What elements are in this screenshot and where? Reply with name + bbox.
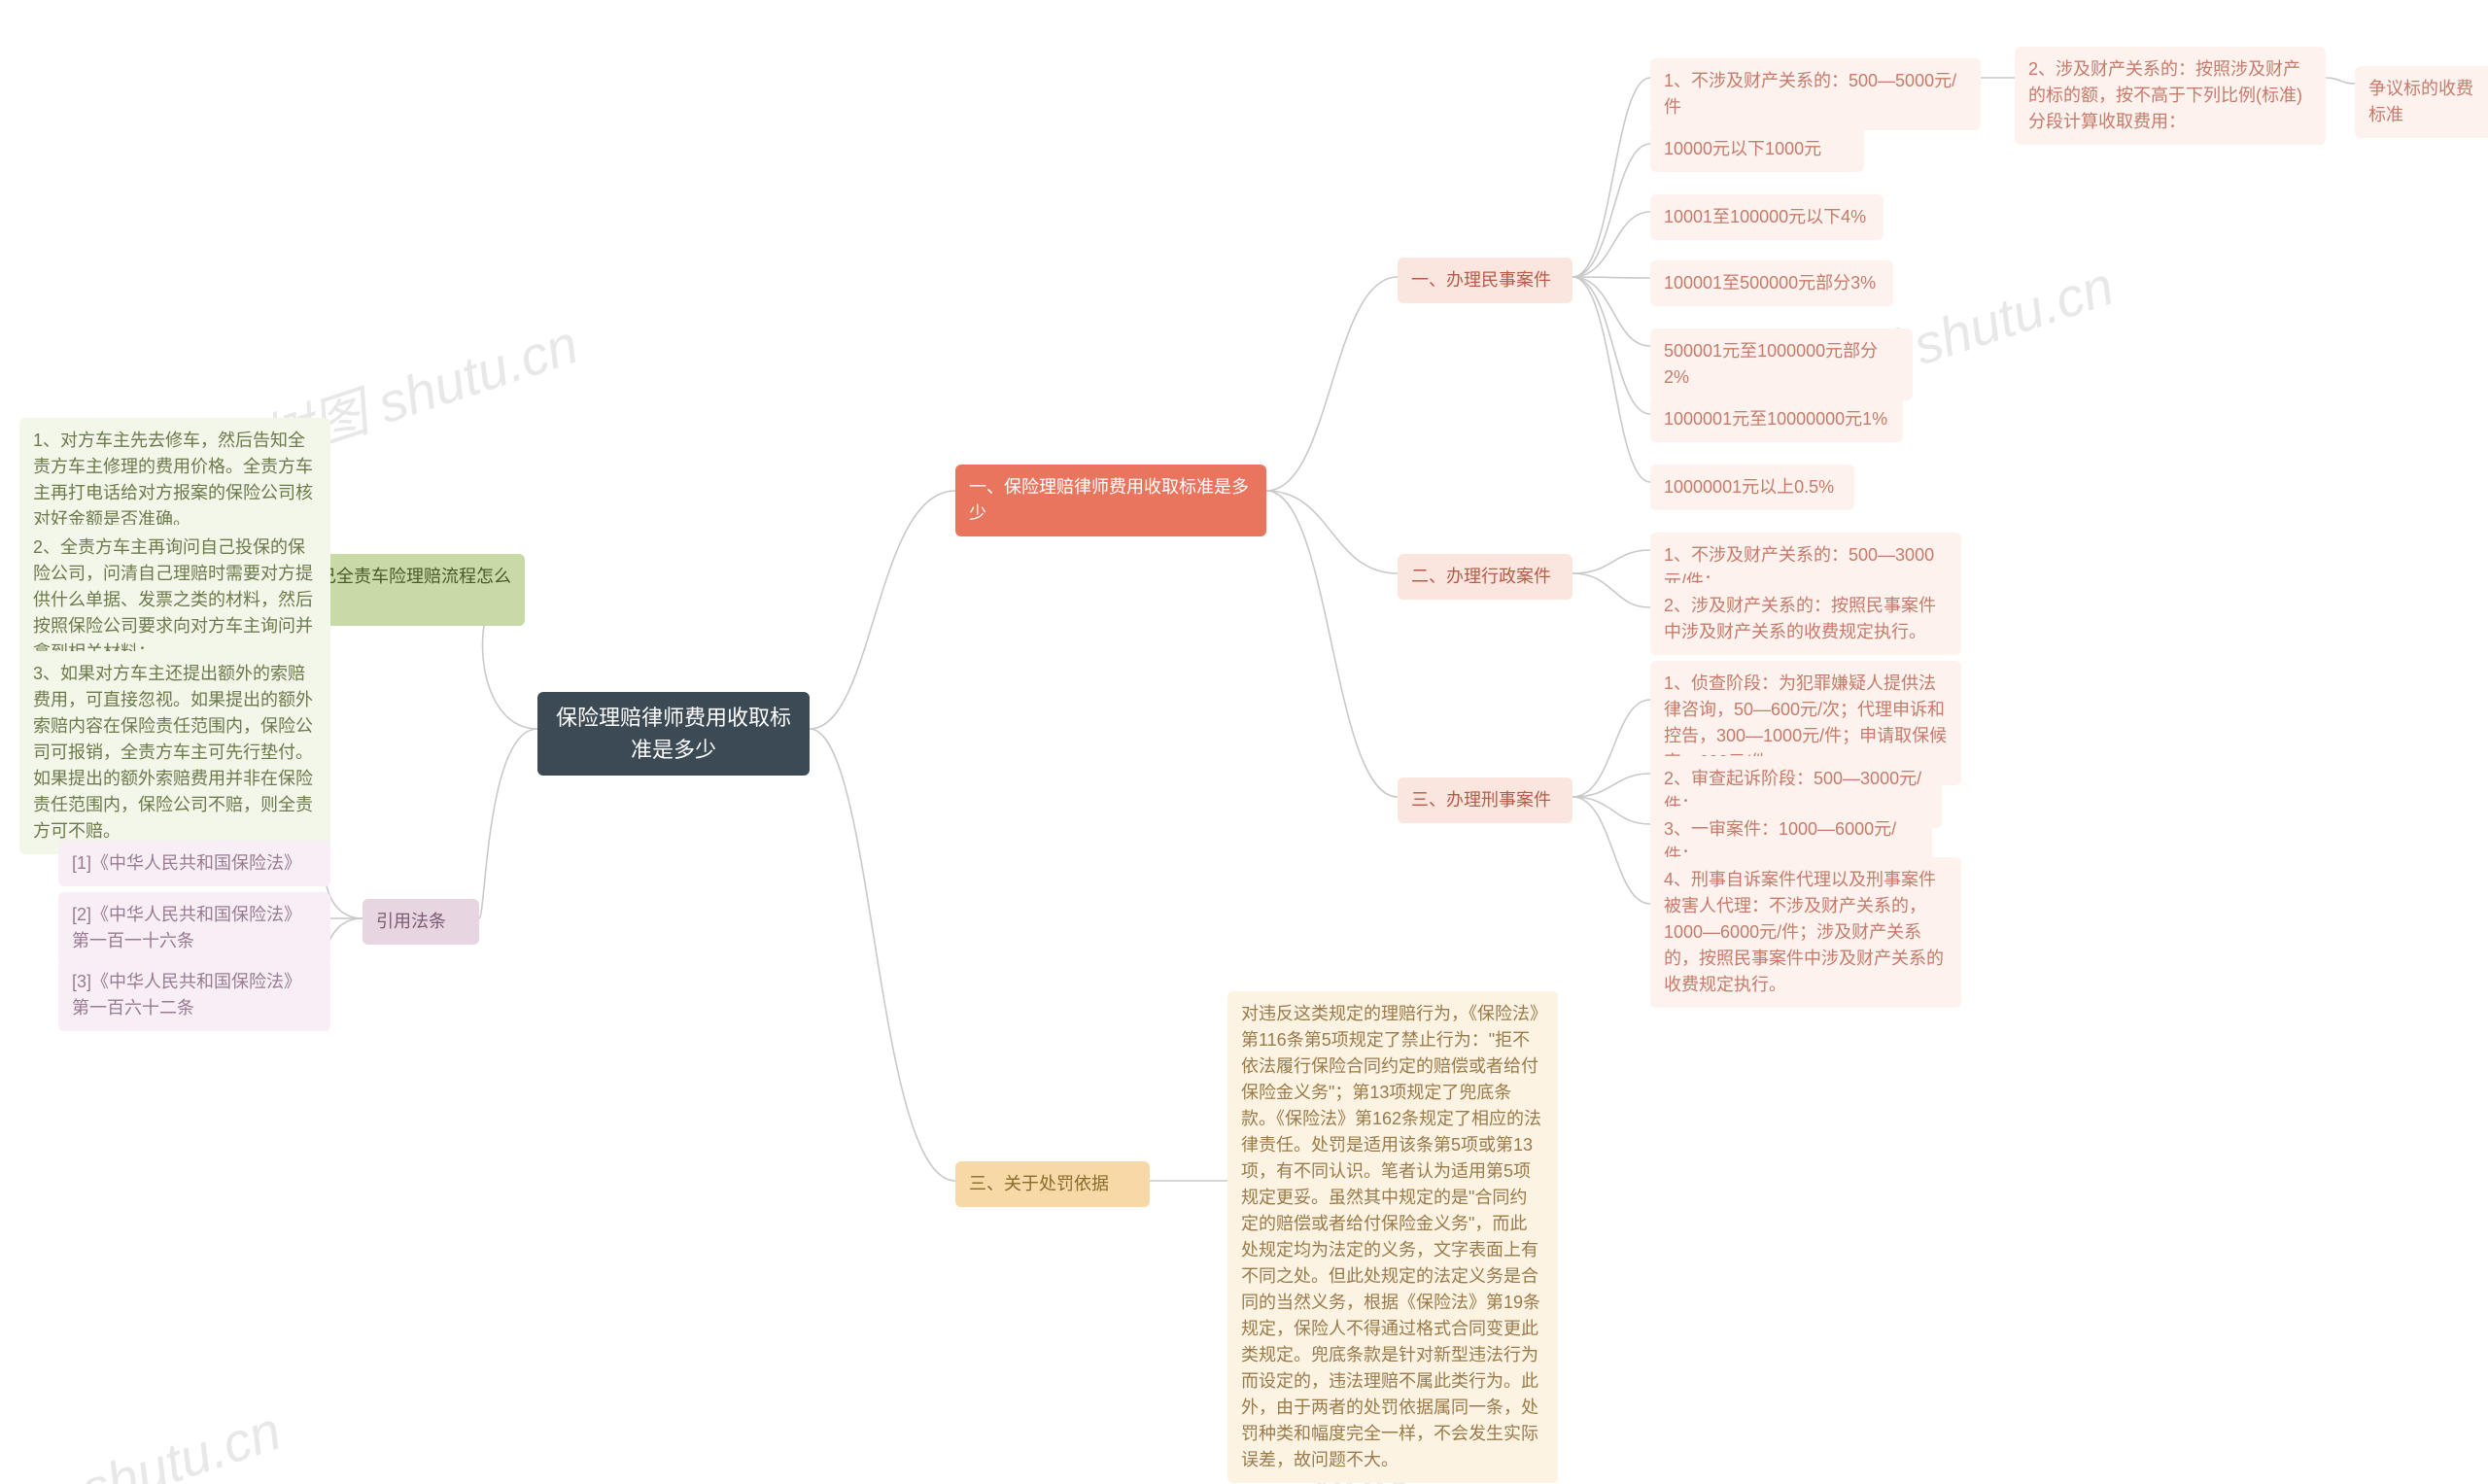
connector [1572,573,1650,607]
connector [1572,550,1650,573]
connector [1572,797,1650,904]
mindmap-node[interactable]: [1]《中华人民共和国保险法》 [58,841,330,886]
mindmap-node[interactable]: 对违反这类规定的理赔行为，《保险法》第116条第5项规定了禁止行为："拒不依法履… [1227,991,1558,1483]
mindmap-node[interactable]: 10000001元以上0.5% [1650,465,1854,510]
mindmap-node[interactable]: 一、保险理赔律师费用收取标准是多少 [955,465,1266,536]
connector [1266,277,1398,491]
mindmap-node[interactable]: 2、涉及财产关系的：按照涉及财产的标的额，按不高于下列比例(标准)分段计算收取费… [2015,47,2326,145]
mindmap-node[interactable]: 500001元至1000000元部分2% [1650,328,1913,400]
mindmap-node[interactable]: [3]《中华人民共和国保险法》 第一百六十二条 [58,959,330,1031]
mindmap-node[interactable]: 100001至500000元部分3% [1650,260,1893,306]
connector [810,729,955,1181]
connector [2326,78,2355,84]
mindmap-node[interactable]: 引用法条 [363,899,479,945]
mindmap-node[interactable]: 10001至100000元以下4% [1650,194,1883,240]
mindmap-node[interactable]: 1、不涉及财产关系的：500—5000元/件 [1650,58,1981,130]
connector [1266,491,1398,797]
connector [479,729,537,918]
mindmap-node[interactable]: 三、办理刑事案件 [1398,777,1572,823]
mindmap-node[interactable]: 三、关于处罚依据 [955,1161,1150,1207]
connector [1572,78,1650,277]
connector [326,858,363,918]
mindmap-node[interactable]: 1000001元至10000000元1% [1650,397,1903,442]
connector [810,491,955,729]
mindmap-node[interactable]: 2、涉及财产关系的：按照民事案件中涉及财产关系的收费规定执行。 [1650,583,1961,655]
mindmap-node[interactable]: 10000元以下1000元 [1650,126,1864,172]
connector [1572,277,1650,482]
connector [1572,700,1650,797]
mindmap-node[interactable]: 二、办理行政案件 [1398,554,1572,600]
mindmap-node[interactable]: 保险理赔律师费用收取标准是多少 [537,692,810,776]
mindmap-node[interactable]: 4、刑事自诉案件代理以及刑事案件被害人代理：不涉及财产关系的，1000—6000… [1650,857,1961,1008]
watermark: shutu.cn [73,1398,288,1484]
mindmap-node[interactable]: [2]《中华人民共和国保险法》 第一百一十六条 [58,892,330,964]
connector [1572,797,1650,824]
mindmap-node[interactable]: 争议标的收费标准 [2355,66,2488,138]
mindmap-canvas: 树图 shutu.cn树图 shutu.cnshutu.cnshutu.cn保险… [0,0,2488,1484]
mindmap-node[interactable]: 1、对方车主先去修车，然后告知全责方车主修理的费用价格。全责方车主再打电话给对方… [19,418,330,542]
connector [1572,144,1650,277]
connector [326,918,363,977]
connector [1266,491,1398,573]
connector [1572,277,1650,278]
connector [1572,212,1650,277]
connector [1572,277,1650,346]
connector [1572,774,1650,797]
connector [1572,277,1650,414]
mindmap-node[interactable]: 一、办理民事案件 [1398,258,1572,303]
mindmap-node[interactable]: 3、如果对方车主还提出额外的索赔费用，可直接忽视。如果提出的额外索赔内容在保险责… [19,651,330,854]
